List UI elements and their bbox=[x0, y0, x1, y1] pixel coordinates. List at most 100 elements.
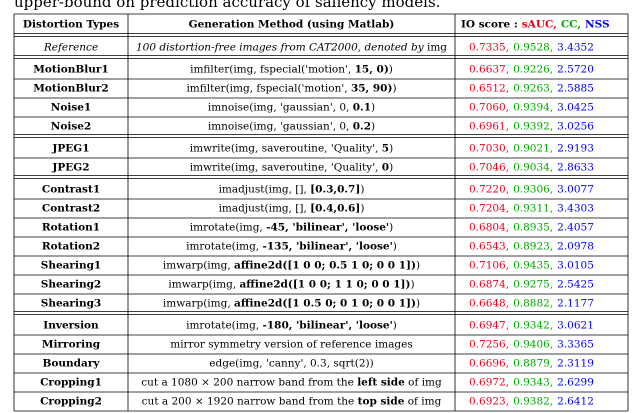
distortion-type: MotionBlur2 bbox=[33, 83, 108, 95]
method-part: affine2d([1 0 0; 1 1 0; 0 0 1]) bbox=[240, 279, 411, 291]
method-part: ) bbox=[360, 203, 364, 215]
method-part: imrotate(img, bbox=[190, 222, 266, 234]
score: 3.3365 bbox=[557, 339, 594, 351]
generation-method: imrotate(img, -45, 'bilinear', 'loose') bbox=[190, 222, 394, 234]
score: 2.6412 bbox=[557, 396, 594, 408]
score: 0.6512, bbox=[469, 83, 509, 95]
score: 0.9435, bbox=[513, 260, 553, 272]
score: 3.0256 bbox=[557, 121, 594, 133]
method-part: ) bbox=[371, 121, 375, 133]
method-part: imadjust(img, [], bbox=[219, 184, 311, 196]
distortion-type: Contrast1 bbox=[42, 184, 100, 196]
generation-method: imwarp(img, affine2d([1 0 0; 0.5 1 0; 0 … bbox=[163, 260, 420, 272]
method-part: mirror symmetry version of reference ima… bbox=[170, 339, 413, 351]
method-part: 15, 0) bbox=[355, 64, 389, 76]
method-part: cut a 200 × 1920 narrow band from the bbox=[142, 396, 358, 408]
io-scores: 0.6637, 0.9226, 2.5720 bbox=[469, 64, 594, 76]
generation-method: imnoise(img, 'gaussian', 0, 0.2) bbox=[208, 121, 375, 133]
method-part: cut a 1080 × 200 narrow band from the bbox=[141, 377, 357, 389]
io-scores: 0.6947, 0.9342, 3.0621 bbox=[469, 320, 594, 332]
generation-method: cut a 1080 × 200 narrow band from the le… bbox=[141, 377, 442, 389]
score: 3.0077 bbox=[557, 184, 594, 196]
method-part: of img bbox=[405, 377, 442, 389]
method-part: 35, 90) bbox=[351, 83, 393, 95]
score: 0.7204, bbox=[469, 203, 509, 215]
score: 0.7030, bbox=[469, 143, 509, 155]
generation-method: edge(img, 'canny', 0.3, sqrt(2)) bbox=[209, 358, 373, 370]
score: 0.6637, bbox=[469, 64, 509, 76]
distortion-type: Cropping2 bbox=[40, 396, 102, 408]
method-part: imwarp(img, bbox=[168, 279, 239, 291]
header-type: Distortion Types bbox=[23, 19, 119, 31]
score: 0.9263, bbox=[513, 83, 553, 95]
method-part: ) bbox=[389, 143, 393, 155]
score: 0.8882, bbox=[513, 298, 553, 310]
generation-method: imwrite(img, saveroutine, 'Quality', 0) bbox=[190, 162, 393, 174]
method-part: ) bbox=[411, 279, 415, 291]
header-score-name: NSS bbox=[585, 19, 610, 31]
score: 0.8879, bbox=[513, 358, 553, 370]
distortion-type: Rotation1 bbox=[42, 222, 100, 234]
score: 2.9193 bbox=[557, 143, 594, 155]
score: 2.1177 bbox=[557, 298, 594, 310]
score: 0.9306, bbox=[513, 184, 553, 196]
distortion-type: Noise2 bbox=[51, 121, 92, 133]
method-part: 100 distortion-free images from CAT2000,… bbox=[136, 42, 427, 54]
method-part: ) bbox=[393, 320, 397, 332]
generation-method: imnoise(img, 'gaussian', 0, 0.1) bbox=[208, 102, 375, 114]
method-part: edge(img, 'canny', 0.3, sqrt(2)) bbox=[209, 358, 373, 370]
score: 2.5425 bbox=[557, 279, 594, 291]
io-scores: 0.6543, 0.8923, 2.0978 bbox=[469, 241, 594, 253]
io-scores: 0.7335, 0.9528, 3.4352 bbox=[469, 42, 594, 54]
score: 0.8923, bbox=[513, 241, 553, 253]
score: 2.5885 bbox=[557, 83, 594, 95]
io-scores: 0.7030, 0.9021, 2.9193 bbox=[469, 143, 594, 155]
distortion-type: Noise1 bbox=[51, 102, 92, 114]
score: 0.7256, bbox=[469, 339, 509, 351]
generation-method: 100 distortion-free images from CAT2000,… bbox=[136, 42, 447, 54]
score: 0.6972, bbox=[469, 377, 509, 389]
method-part: imwarp(img, bbox=[163, 260, 234, 272]
distortion-type: Boundary bbox=[43, 358, 101, 370]
generation-method: imrotate(img, -135, 'bilinear', 'loose') bbox=[186, 241, 397, 253]
io-scores: 0.6874, 0.9275, 2.5425 bbox=[469, 279, 594, 291]
distortion-type: JPEG2 bbox=[51, 162, 89, 174]
method-part: ) bbox=[416, 298, 420, 310]
method-part: ) bbox=[392, 83, 396, 95]
score: 0.9275, bbox=[513, 279, 553, 291]
io-scores: 0.6804, 0.8935, 2.4057 bbox=[469, 222, 594, 234]
score: 2.5720 bbox=[557, 64, 594, 76]
generation-method: imadjust(img, [], [0.4,0.6]) bbox=[219, 203, 365, 215]
score: 0.9528, bbox=[513, 42, 553, 54]
io-scores: 0.7220, 0.9306, 3.0077 bbox=[469, 184, 594, 196]
io-scores: 0.7046, 0.9034, 2.8633 bbox=[469, 162, 594, 174]
method-part: -180, 'bilinear', 'loose' bbox=[262, 320, 392, 332]
score: 0.6648, bbox=[469, 298, 509, 310]
method-part: imfilter(img, fspecial('motion', bbox=[186, 83, 351, 95]
score: 3.4352 bbox=[557, 42, 594, 54]
method-part: ) bbox=[389, 222, 393, 234]
method-part: imwrite(img, saveroutine, 'Quality', bbox=[190, 143, 382, 155]
header-score-name: sAUC, bbox=[522, 19, 557, 31]
generation-method: imadjust(img, [], [0.3,0.7]) bbox=[219, 184, 365, 196]
method-part: ) bbox=[389, 162, 393, 174]
score: 0.9382, bbox=[513, 396, 553, 408]
generation-method: imwarp(img, affine2d([1 0.5 0; 0 1 0; 0 … bbox=[163, 298, 420, 310]
method-part: ) bbox=[389, 64, 393, 76]
score: 0.6923, bbox=[469, 396, 509, 408]
method-part: ) bbox=[371, 102, 375, 114]
score: 0.9021, bbox=[513, 143, 553, 155]
score: 0.7220, bbox=[469, 184, 509, 196]
score: 3.0425 bbox=[557, 102, 594, 114]
score: 0.7335, bbox=[469, 42, 509, 54]
score: 3.0621 bbox=[557, 320, 594, 332]
method-part: 0.1 bbox=[353, 102, 371, 114]
method-part: of img bbox=[404, 396, 441, 408]
score: 0.9394, bbox=[513, 102, 553, 114]
distortion-type: Reference bbox=[43, 42, 98, 54]
distortion-type: JPEG1 bbox=[51, 143, 89, 155]
score: 0.6961, bbox=[469, 121, 509, 133]
io-scores: 0.7256, 0.9406, 3.3365 bbox=[469, 339, 594, 351]
header-score-label: IO score : bbox=[461, 19, 518, 31]
